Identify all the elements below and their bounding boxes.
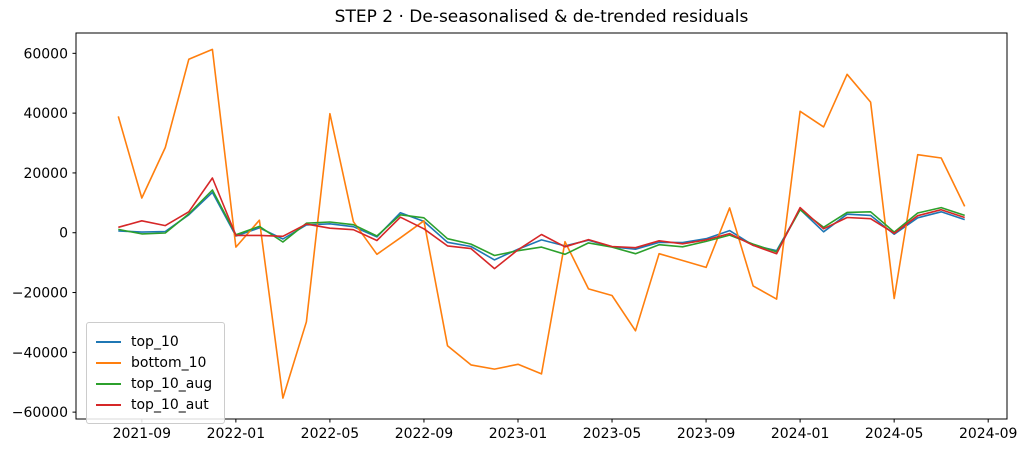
legend-line-swatch [96, 340, 121, 343]
legend-label: top_10 [131, 333, 179, 350]
x-tick-label: 2024-05 [865, 426, 924, 442]
x-tick-label: 2023-09 [677, 426, 736, 442]
legend-label: top_10_aut [131, 396, 209, 413]
y-tick-label: 20000 [23, 166, 68, 182]
x-tick-label: 2022-01 [207, 426, 266, 442]
legend-line-swatch [96, 361, 121, 364]
chart-title: STEP 2 · De-seasonalised & de-trended re… [334, 7, 749, 27]
y-tick-label: 60000 [23, 46, 68, 62]
legend-line-swatch [96, 403, 121, 406]
legend: top_10 bottom_10 top_10_aug top_10_aut [86, 322, 226, 424]
y-tick-label: 0 [59, 226, 68, 242]
series-line-top_10 [118, 191, 965, 261]
y-tick-label: −20000 [12, 286, 68, 302]
x-tick-label: 2023-01 [489, 426, 548, 442]
x-tick-label: 2022-09 [395, 426, 454, 442]
series-line-bottom_10 [117, 48, 966, 399]
x-tick-label: 2021-09 [113, 426, 172, 442]
series-line-top_10_aug [118, 189, 965, 257]
series-line-top_10_aut [118, 177, 965, 270]
legend-label: top_10_aug [131, 375, 213, 392]
legend-item-bottom_10: bottom_10 [96, 352, 212, 373]
legend-item-top_10_aut: top_10_aut [96, 394, 212, 415]
x-tick-label: 2024-09 [959, 426, 1018, 442]
y-tick-label: −40000 [12, 345, 68, 361]
legend-line-swatch [96, 382, 121, 385]
x-tick-label: 2022-05 [301, 426, 360, 442]
x-tick-label: 2024-01 [771, 426, 830, 442]
legend-label: bottom_10 [131, 354, 207, 371]
legend-item-top_10_aug: top_10_aug [96, 373, 212, 394]
y-tick-label: 40000 [23, 106, 68, 122]
legend-item-top_10: top_10 [96, 331, 212, 352]
x-tick-label: 2023-05 [583, 426, 642, 442]
axes-frame [75, 32, 1008, 420]
y-tick-label: −60000 [12, 405, 68, 421]
